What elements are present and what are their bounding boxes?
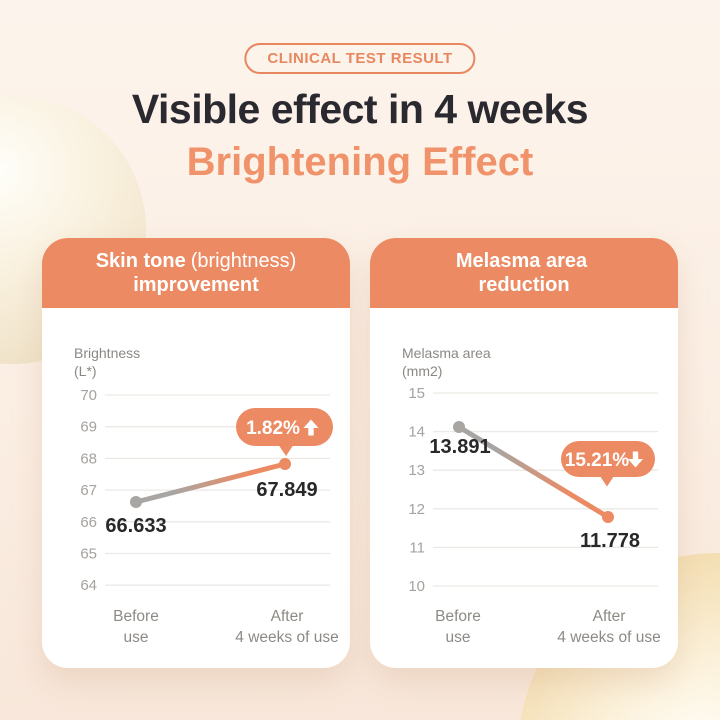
change-badge: 15.21%: [561, 441, 655, 487]
y-tick-label: 13: [408, 462, 425, 479]
melasma-card-header: Melasma area reduction: [370, 238, 678, 308]
data-point-after: [602, 511, 614, 523]
change-badge-label: 1.82%: [246, 418, 300, 439]
card-header-line2: improvement: [133, 274, 259, 296]
melasma-card: Melasma area reduction Melasma area (mm2…: [370, 238, 678, 668]
y-axis-title-line1: Melasma area: [402, 345, 491, 361]
y-tick-label: 65: [80, 546, 97, 563]
card-header-bold-text: Melasma area: [455, 250, 588, 272]
x-tick-after-line2: 4 weeks of use: [235, 629, 338, 646]
card-header-bold-text: Skin tone: [95, 250, 186, 272]
x-tick-before-line2: use: [446, 629, 471, 646]
page-subtitle: Brightening Effect: [186, 140, 534, 184]
y-axis-title-line2: (mm2): [402, 363, 442, 379]
skin-tone-card: Skin tone (brightness) improvement Bright…: [42, 238, 350, 668]
y-tick-label: 15: [408, 385, 425, 402]
change-badge-tail: [279, 445, 293, 456]
change-badge-pill: [236, 408, 333, 446]
y-axis-title-line1: Brightness: [74, 345, 140, 361]
page-title: Visible effect in 4 weeks: [131, 86, 589, 132]
up-arrow-icon: [303, 419, 319, 436]
change-badge-tail: [600, 476, 614, 487]
y-tick-label: 14: [408, 424, 425, 441]
y-tick-label: 69: [80, 419, 97, 436]
card-header-line2: reduction: [478, 274, 570, 296]
data-point-after: [279, 458, 291, 470]
data-point-before: [130, 496, 142, 508]
value-label-after: 11.778: [580, 530, 640, 552]
value-label-before: 13.891: [429, 436, 490, 458]
change-badge-label: 15.21%: [565, 450, 630, 471]
y-tick-label: 66: [80, 514, 97, 531]
card-header-line1: Skin tone (brightness): [96, 249, 297, 273]
card-header-line1: Melasma area: [456, 249, 592, 273]
y-tick-label: 12: [408, 501, 425, 518]
data-line: [456, 424, 611, 520]
down-arrow-icon: [628, 451, 643, 468]
y-tick-label: 11: [409, 539, 425, 556]
value-label-after: 67.849: [256, 479, 317, 501]
melasma-line-chart: Melasma area (mm2) 15 14 13 12 11 10 13.…: [402, 345, 661, 646]
clinical-test-result-capsule: CLINICAL TEST RESULT: [244, 43, 476, 74]
y-tick-label: 70: [80, 387, 97, 404]
y-tick-label: 64: [80, 577, 97, 594]
change-badge-pill: [561, 441, 655, 477]
change-badge: 1.82%: [236, 408, 333, 456]
x-tick-before-line2: use: [124, 629, 149, 646]
data-line: [133, 461, 288, 505]
y-tick-label: 68: [80, 450, 97, 467]
value-label-before: 66.633: [105, 515, 166, 537]
x-tick-before-line1: Before: [435, 608, 481, 625]
x-tick-after-line1: After: [593, 608, 626, 625]
card-header-light-text: (brightness): [190, 250, 297, 272]
x-tick-before-line1: Before: [113, 608, 159, 625]
y-axis-title-line2: (L*): [74, 363, 97, 379]
y-tick-label: 67: [80, 482, 97, 499]
x-tick-after-line2: 4 weeks of use: [557, 629, 660, 646]
y-tick-label: 10: [408, 578, 425, 595]
skin-tone-line-chart: Brightness (L*) 70 69 68 67 66 65 64 66.…: [74, 345, 339, 646]
skin-tone-card-header: Skin tone (brightness) improvement: [42, 238, 350, 308]
x-tick-after-line1: After: [271, 608, 304, 625]
data-point-before: [453, 421, 465, 433]
